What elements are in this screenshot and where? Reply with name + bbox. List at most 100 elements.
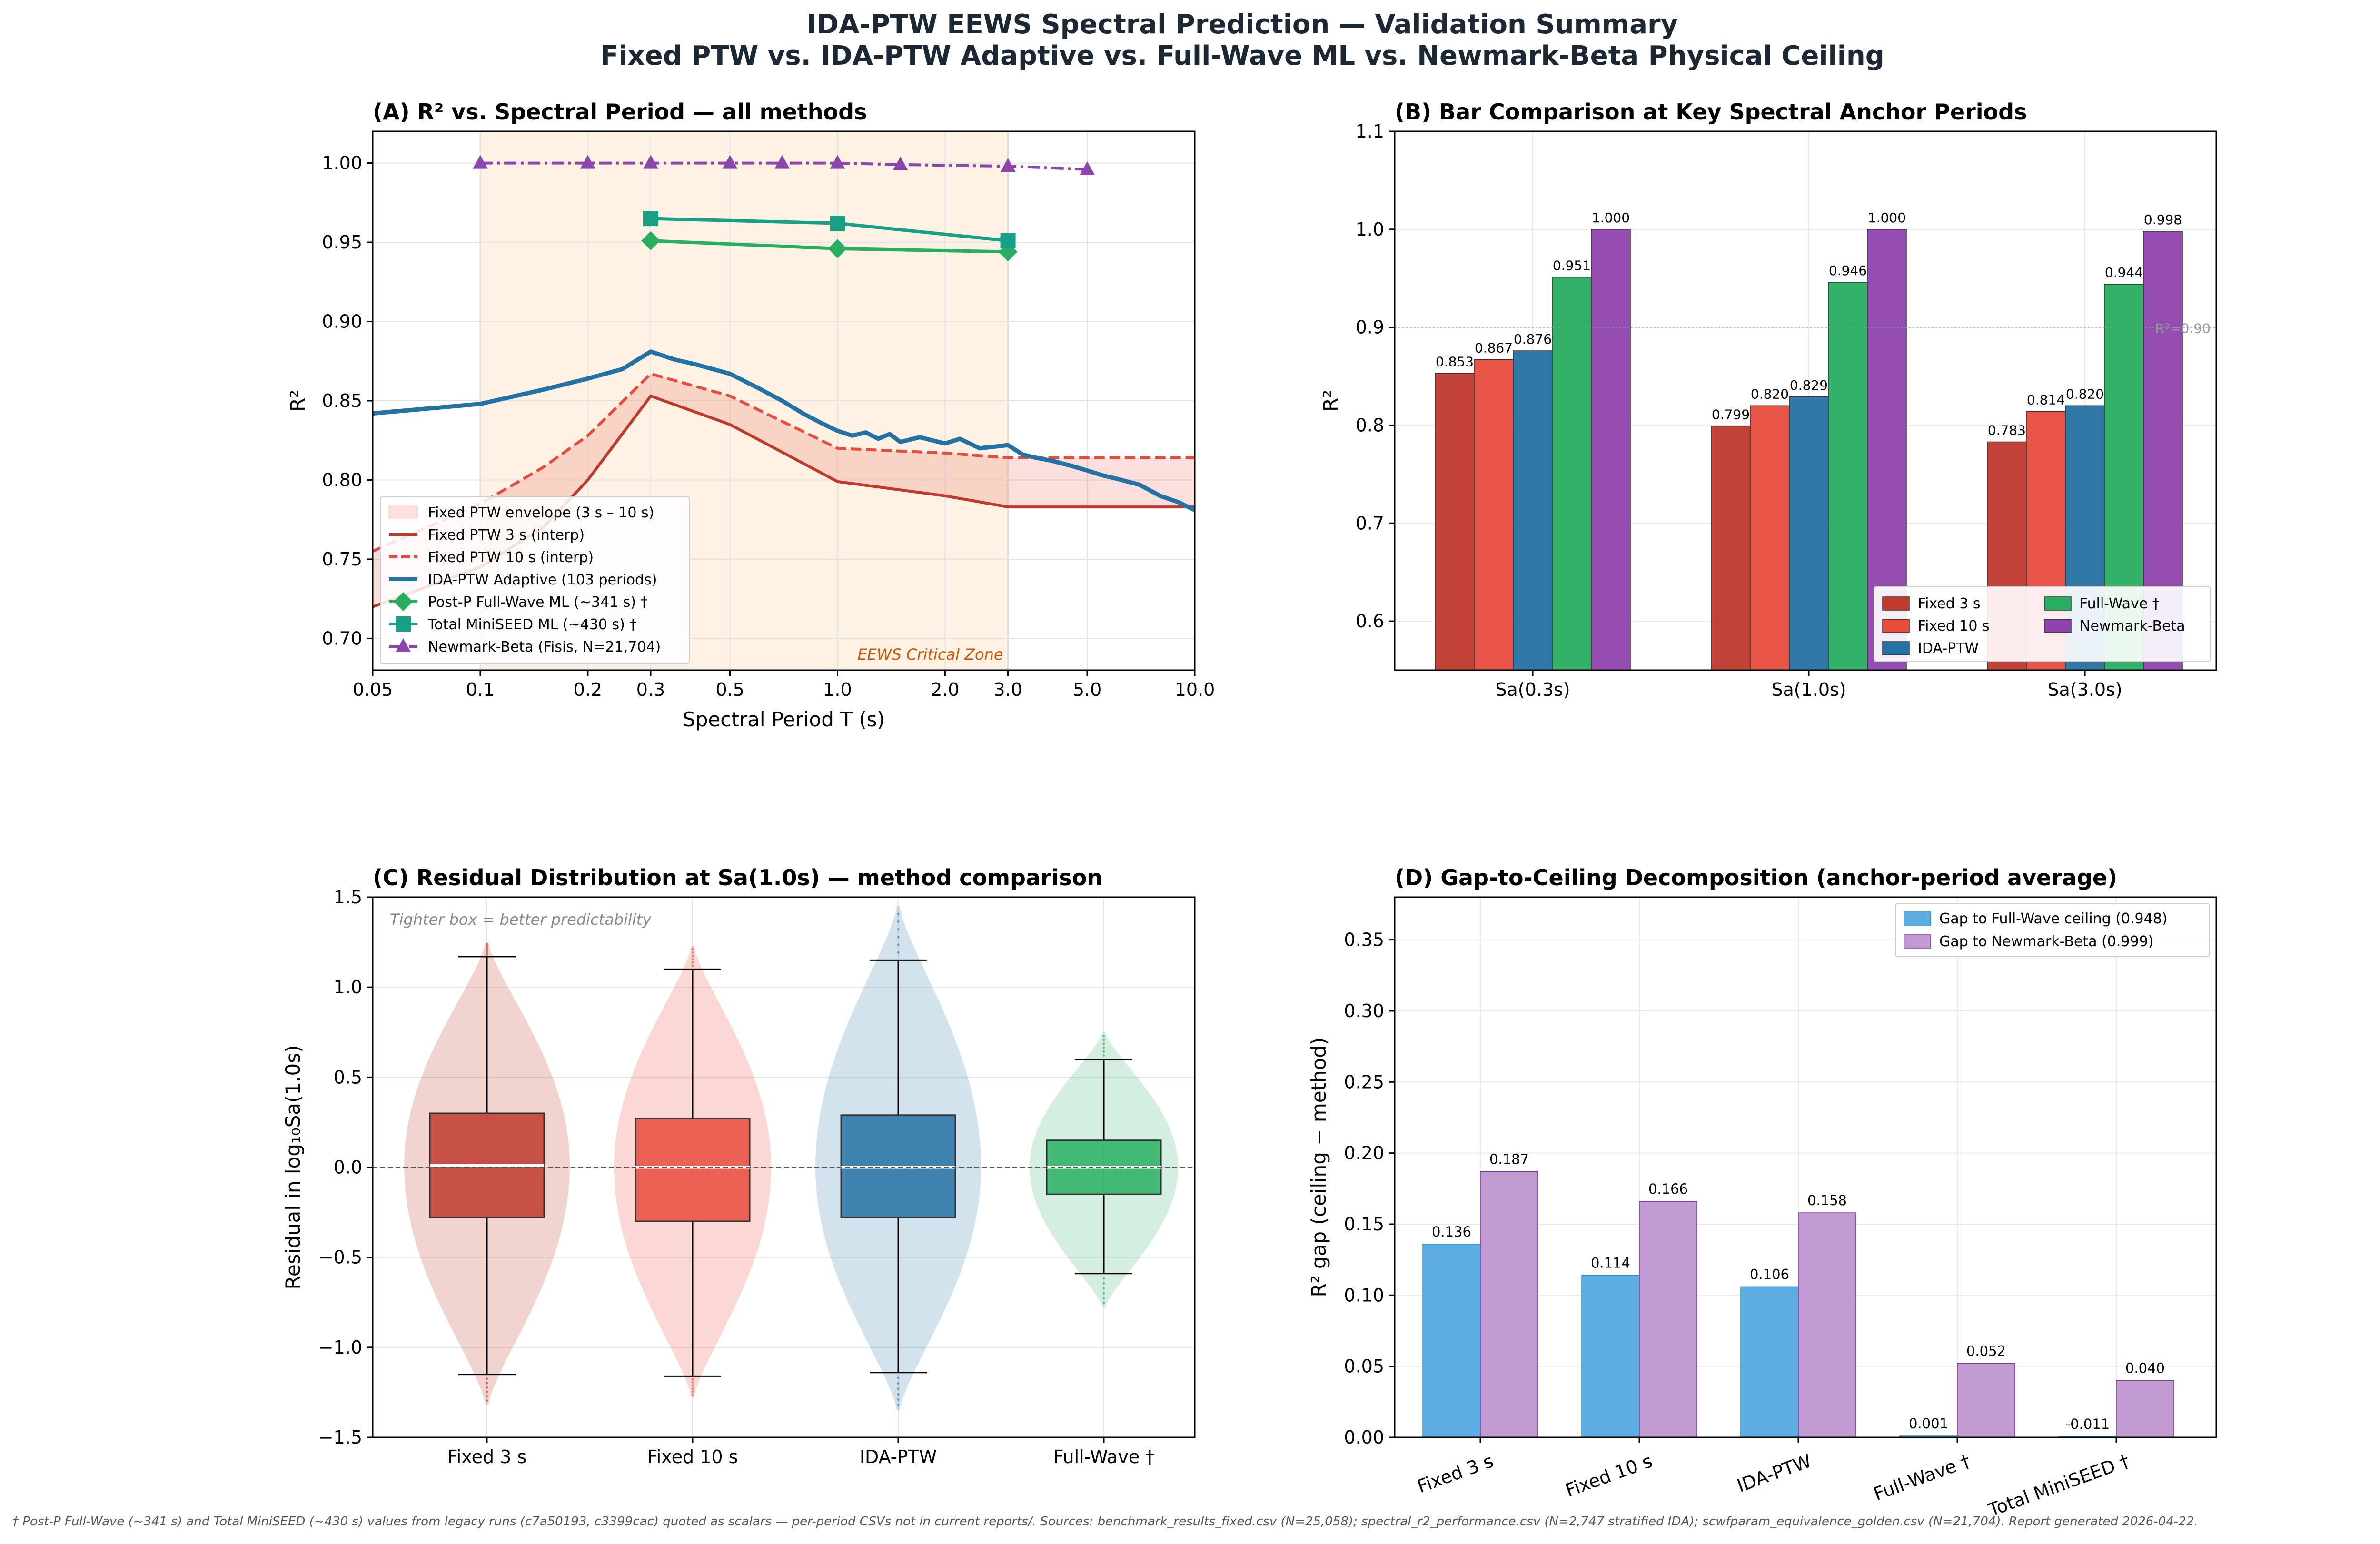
bar-value-label: 0.853 <box>1436 354 1474 369</box>
newmark-beta-line <box>480 161 1088 171</box>
y-tick-label: 0.20 <box>1344 1143 1384 1164</box>
y-tick-label: 1.5 <box>334 887 362 908</box>
bar-value-label: 0.820 <box>1751 386 1789 402</box>
x-tick-label: IDA-PTW <box>1734 1450 1814 1496</box>
legend-swatch <box>1882 619 1910 633</box>
y-tick-label: −1.0 <box>318 1337 362 1358</box>
critical-zone-label: EEWS Critical Zone <box>857 645 1003 663</box>
bar-ida-ptw <box>1789 396 1829 671</box>
bar-value-label: 0.106 <box>1750 1266 1789 1282</box>
newmark-beta-point <box>1080 161 1095 175</box>
outlier-point <box>897 912 900 915</box>
outlier-point <box>897 943 900 946</box>
legend-label: IDA-PTW Adaptive (103 periods) <box>428 572 657 588</box>
x-tick-label: Fixed 3 s <box>447 1446 527 1467</box>
outlier-point <box>691 1393 694 1396</box>
outlier-point <box>897 951 900 954</box>
outlier-point <box>1102 1054 1105 1057</box>
bar-value-label: 0.814 <box>2027 392 2065 408</box>
outlier-point <box>897 1376 900 1379</box>
x-tick-label: 0.3 <box>636 679 665 700</box>
outlier-point <box>486 953 488 956</box>
bar-value-label: 1.000 <box>1592 210 1630 226</box>
y-tick-label: 1.1 <box>1356 121 1384 142</box>
legend-swatch <box>2044 596 2072 611</box>
gap-newmark-bar <box>1798 1212 1856 1438</box>
y-tick-label: 1.0 <box>334 977 362 998</box>
newmark-beta-point <box>774 155 790 169</box>
gap-fullwave-bar <box>1740 1286 1799 1438</box>
y-tick-label: 0.95 <box>322 232 362 253</box>
outlier-point <box>486 1390 488 1393</box>
gap-newmark-bar <box>1480 1171 1538 1438</box>
legend-label: Fixed 10 s <box>1918 618 1990 634</box>
outlier-point <box>486 1377 488 1380</box>
x-axis-label: Spectral Period T (s) <box>683 708 885 731</box>
bar-value-label: 0.998 <box>2144 212 2182 228</box>
panel-b-anchor-bars: 0.60.70.80.91.01.10.8530.7990.7830.8670.… <box>1319 99 2217 700</box>
outlier-point <box>691 1378 694 1381</box>
x-tick-label: Fixed 10 s <box>647 1446 738 1467</box>
outlier-point <box>691 958 694 960</box>
outlier-point <box>691 1387 694 1390</box>
x-tick-label: Fixed 10 s <box>1563 1450 1655 1501</box>
legend-swatch <box>1882 596 1910 611</box>
x-tick-label: Fixed 3 s <box>1414 1450 1496 1497</box>
figure-title-line2: Fixed PTW vs. IDA-PTW Adaptive vs. Full-… <box>600 40 1884 71</box>
outlier-point <box>897 1404 900 1406</box>
plot-annotation: Tighter box = better predictability <box>390 911 652 929</box>
outlier-point <box>691 1384 694 1387</box>
bar-fixed-3-s <box>1711 426 1751 671</box>
gap-newmark-bar <box>2116 1380 2174 1438</box>
x-tick-label: 3.0 <box>993 679 1022 700</box>
outlier-point <box>486 951 488 954</box>
y-tick-label: −1.5 <box>318 1427 362 1448</box>
legend-swatch <box>2044 619 2072 633</box>
y-tick-label: 0.15 <box>1344 1214 1384 1235</box>
newmark-beta-point <box>643 155 659 169</box>
full-wave-ml-point <box>828 239 847 258</box>
outlier-point <box>1102 1035 1105 1038</box>
bar-value-label: 0.136 <box>1432 1224 1471 1240</box>
y-tick-label: 0.5 <box>334 1067 362 1088</box>
x-tick-label: 5.0 <box>1073 679 1101 700</box>
miniseed-ml-point <box>1000 233 1016 248</box>
miniseed-ml-point <box>643 211 659 227</box>
legend-label: Fixed PTW 10 s (interp) <box>428 549 594 566</box>
outlier-point <box>1102 1287 1105 1290</box>
plot-frame <box>1394 130 2217 671</box>
legend-label: Total MiniSEED ML (~430 s) † <box>427 616 636 633</box>
ida-ptw-adaptive-line <box>372 349 1196 512</box>
bar-value-label: 0.158 <box>1807 1192 1847 1208</box>
x-tick-label: IDA-PTW <box>860 1446 937 1467</box>
x-tick-label: Full-Wave † <box>1871 1450 1973 1504</box>
legend-swatch-marker <box>394 592 413 611</box>
legend-label: Full-Wave † <box>2080 595 2160 612</box>
y-axis-label: R² gap (ceiling − method) <box>1307 1038 1330 1297</box>
y-tick-label: 0.9 <box>1356 317 1384 338</box>
outlier-point <box>486 945 488 948</box>
bar-full-wave- <box>1552 277 1592 671</box>
legend-swatch <box>1904 934 1931 949</box>
outlier-point <box>691 951 694 954</box>
bar-value-label: 0.040 <box>2125 1360 2165 1376</box>
panel-a-r2-vs-period: 0.70 0.75 0.80 0.85 0.90 0.95 1.00 0.05 0.1 0.2 0.… <box>286 99 1215 731</box>
x-tick-label: Total MiniSEED † <box>1985 1450 2132 1521</box>
legend-label: Post-P Full-Wave ML (~341 s) † <box>428 594 648 611</box>
bar-value-label: -0.011 <box>2065 1416 2110 1432</box>
newmark-beta-point <box>892 156 908 170</box>
panel-title: (A) R² vs. Spectral Period — all methods <box>373 99 867 125</box>
outlier-point <box>486 1399 488 1402</box>
legend-box <box>1874 586 2211 662</box>
y-tick-label: 0.00 <box>1344 1427 1384 1448</box>
outlier-point <box>1102 1046 1105 1049</box>
bar-fixed-3-s <box>1435 373 1475 671</box>
outlier-point <box>897 1398 900 1401</box>
legend-swatch-marker <box>396 638 411 652</box>
bar-fixed-10-s <box>1750 405 1790 671</box>
outlier-point <box>486 943 488 946</box>
outlier-point <box>897 920 900 923</box>
reference-line-label: R²=0.90 <box>2155 321 2211 337</box>
outlier-point <box>897 936 900 939</box>
newmark-beta-point <box>472 155 488 169</box>
